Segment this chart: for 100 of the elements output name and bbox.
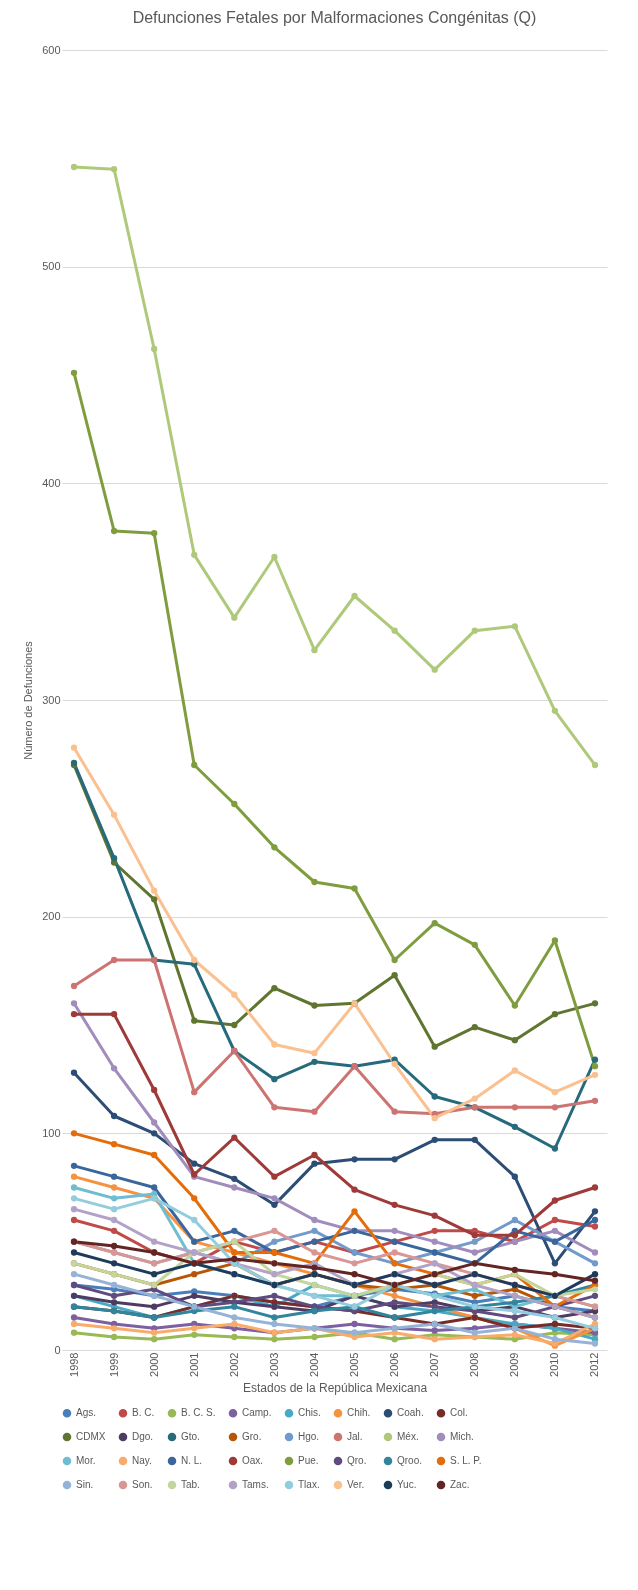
point [511, 623, 518, 630]
point [551, 1104, 559, 1111]
y-tick-label: 0 [54, 1343, 61, 1356]
point [311, 1333, 318, 1341]
point [231, 614, 238, 621]
point [311, 1264, 318, 1271]
point [231, 800, 238, 808]
legend-label: B. C. S. [181, 1407, 216, 1419]
point [551, 1336, 559, 1343]
point [110, 1281, 118, 1289]
legend-label: Qro. [347, 1455, 367, 1466]
legend-label: Pue. [298, 1455, 319, 1466]
legend-label: Méx. [397, 1431, 419, 1442]
point [70, 1216, 78, 1224]
x-tick-label: 2003 [267, 1352, 280, 1377]
point [151, 1086, 158, 1094]
point [511, 1314, 518, 1321]
point [471, 1024, 478, 1031]
point [110, 1333, 118, 1341]
point [551, 1227, 559, 1234]
point [591, 1056, 599, 1063]
point [191, 1195, 198, 1202]
point [351, 592, 358, 600]
legend-label: S. L. P. [450, 1455, 482, 1466]
point [391, 1227, 398, 1234]
point [151, 1329, 158, 1336]
x-tick-label: 2008 [468, 1352, 481, 1377]
y-tick-label: 500 [42, 260, 61, 273]
point [191, 1331, 198, 1338]
point [591, 1097, 599, 1104]
x-tick-label: 2009 [508, 1352, 521, 1377]
point [391, 956, 398, 964]
point [511, 1266, 518, 1273]
point [70, 1184, 78, 1191]
point [70, 1130, 78, 1137]
point [271, 1292, 278, 1299]
point [110, 1195, 118, 1202]
point [311, 647, 318, 654]
point [271, 1336, 278, 1343]
point [151, 1119, 158, 1126]
point [271, 1173, 278, 1180]
point [591, 1292, 599, 1299]
legend-label: Chih. [347, 1407, 371, 1419]
point [391, 972, 398, 979]
point [110, 956, 118, 964]
point [231, 1227, 238, 1234]
legend-label: Ver. [347, 1479, 365, 1490]
legend-label: Gto. [181, 1431, 200, 1442]
point [471, 1238, 478, 1245]
point [271, 1104, 278, 1111]
point [551, 1320, 559, 1328]
point [551, 1011, 559, 1018]
legend-label: Son. [132, 1479, 153, 1490]
point [110, 855, 118, 862]
legend-label: Qroo. [397, 1455, 423, 1466]
point [311, 1058, 318, 1065]
point [431, 1336, 438, 1343]
point [271, 844, 278, 851]
point [591, 761, 599, 769]
point [110, 1325, 118, 1332]
x-tick-label: 2000 [147, 1352, 160, 1377]
point [391, 1201, 398, 1208]
point [471, 1232, 478, 1239]
point [591, 1271, 599, 1278]
legend-label: Hgo. [298, 1431, 320, 1442]
point [191, 1271, 198, 1278]
x-tick-label: 2005 [348, 1352, 361, 1377]
point [151, 345, 158, 353]
point [271, 1076, 278, 1083]
point [231, 1320, 238, 1328]
point [391, 1156, 398, 1163]
y-tick-label: 300 [42, 693, 61, 706]
y-axis-title: Número de Defunciones [22, 640, 35, 760]
point [231, 1175, 238, 1182]
point [551, 1145, 559, 1152]
y-tick-label: 100 [42, 1126, 61, 1139]
point [431, 1227, 438, 1234]
point [151, 1303, 158, 1310]
point [431, 1043, 438, 1050]
point [591, 1286, 599, 1293]
point [151, 1238, 158, 1245]
point [511, 1173, 518, 1180]
legend-label: Jal. [347, 1431, 363, 1442]
y-tick-label: 200 [42, 910, 61, 923]
x-tick-label: 2006 [388, 1352, 401, 1377]
point [110, 1216, 118, 1224]
legend-label: Tlax. [298, 1479, 320, 1490]
point [70, 1011, 78, 1018]
point [191, 1292, 198, 1299]
point [551, 1216, 559, 1224]
point [271, 1320, 278, 1328]
point [551, 1197, 559, 1204]
point [311, 1050, 318, 1057]
point [110, 1227, 118, 1234]
point [70, 744, 78, 751]
point [471, 941, 478, 948]
point [311, 1227, 318, 1234]
point [110, 1173, 118, 1180]
point [591, 1277, 599, 1284]
point [591, 1063, 599, 1070]
